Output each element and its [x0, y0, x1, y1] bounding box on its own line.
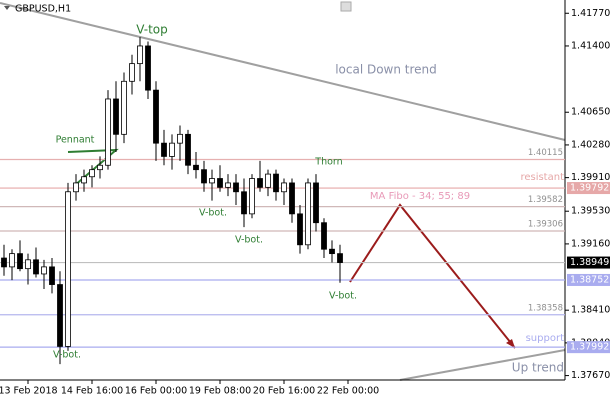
- candle-body: [233, 182, 239, 193]
- x-tick-label: 22 Feb 00:00: [317, 386, 379, 397]
- level-box: [567, 341, 610, 354]
- candle-body: [265, 173, 271, 188]
- annotation: V-bot.: [235, 235, 263, 246]
- x-tick-label: 19 Feb 08:00: [189, 386, 251, 397]
- candle-body: [129, 63, 135, 82]
- chart-title: GBPUSD,H1: [15, 4, 71, 15]
- candle-body: [249, 178, 255, 215]
- candle-body: [225, 182, 231, 188]
- level-box: [567, 273, 610, 286]
- candle-body: [97, 164, 103, 171]
- annotation: MA Fibo - 34; 55; 89: [370, 191, 470, 202]
- x-tick-label: 16 Feb 00:00: [125, 386, 187, 397]
- candle-body: [41, 266, 47, 275]
- annotation: local Down trend: [335, 63, 437, 77]
- y-tick-label: 1.41770: [571, 8, 610, 19]
- candle-body: [201, 169, 207, 184]
- candle-body: [209, 178, 215, 184]
- y-tick-label: 1.39160: [571, 238, 610, 249]
- y-tick-label: 1.40650: [571, 107, 610, 118]
- candle-body: [25, 259, 31, 270]
- y-tick-label: 1.38410: [571, 305, 610, 316]
- y-tick-label: 1.41400: [571, 40, 610, 51]
- candle-body: [273, 173, 279, 193]
- x-tick-label: 14 Feb 16:00: [61, 386, 123, 397]
- level-box: [567, 256, 610, 269]
- up-trend-line: [399, 349, 566, 381]
- candle-body: [113, 98, 119, 135]
- annotation: V-bot.: [199, 208, 227, 219]
- candle-body: [1, 257, 7, 268]
- x-tick-label: 13 Feb 2018: [0, 386, 58, 397]
- candle-body: [9, 253, 15, 268]
- x-tick-label: 20 Feb 16:00: [253, 386, 315, 397]
- candle-body: [177, 133, 183, 144]
- candle-body: [257, 178, 263, 188]
- annotation: V-top: [136, 23, 168, 37]
- annotation: support: [526, 333, 564, 344]
- candle-body: [297, 213, 303, 246]
- candle-body: [337, 253, 343, 263]
- menu-icon: [4, 6, 10, 10]
- candle-body: [33, 259, 39, 275]
- candle-body: [73, 182, 79, 193]
- annotation: Thorn: [314, 157, 342, 168]
- y-tick-label: 1.37670: [571, 370, 610, 381]
- level-box: [567, 182, 610, 195]
- level-label: 1.40115: [528, 148, 563, 158]
- annotation: Pennant: [56, 135, 95, 146]
- forecast-arrow: [349, 203, 516, 349]
- level-label: 1.38752: [570, 274, 609, 285]
- window-icon: [340, 1, 352, 12]
- candle-body: [121, 80, 127, 135]
- level-label: 1.39582: [528, 195, 563, 205]
- candle-body: [289, 182, 295, 215]
- arrow-head: [506, 339, 515, 348]
- candle-body: [193, 164, 199, 171]
- candle-body: [281, 182, 287, 193]
- y-tick-label: 1.39530: [571, 206, 610, 217]
- candle-body: [185, 133, 191, 166]
- candle-body: [313, 182, 319, 224]
- candle-body: [217, 178, 223, 188]
- candle-body: [329, 248, 335, 255]
- level-label: 1.39792: [570, 183, 609, 194]
- candle-body: [137, 45, 143, 65]
- level-label: 1.37992: [570, 342, 609, 353]
- level-label: 1.38358: [528, 303, 563, 313]
- candle-body: [57, 284, 63, 347]
- candle-body: [241, 191, 247, 215]
- candle-body: [321, 222, 327, 250]
- candle-body: [153, 89, 159, 144]
- annotation: Up trend: [512, 361, 564, 375]
- candle-body: [89, 169, 95, 178]
- candle-body: [161, 142, 167, 157]
- candle-body: [49, 266, 55, 285]
- candle-body: [81, 176, 87, 184]
- y-tick-label: 1.39910: [571, 172, 610, 183]
- candle-body: [105, 98, 111, 166]
- candle-body: [145, 45, 151, 91]
- annotation: resistant: [520, 172, 564, 183]
- down-trend-line: [0, 2, 566, 141]
- candle-body: [65, 191, 71, 347]
- candle-body: [169, 142, 175, 157]
- candle-body: [305, 182, 311, 246]
- annotation: V-bot.: [329, 291, 357, 302]
- candle-body: [17, 253, 23, 270]
- level-label: 1.38949: [570, 257, 609, 268]
- annotation: V-bot.: [53, 350, 81, 361]
- level-label: 1.39306: [528, 220, 563, 230]
- y-tick-label: 1.40280: [571, 139, 610, 150]
